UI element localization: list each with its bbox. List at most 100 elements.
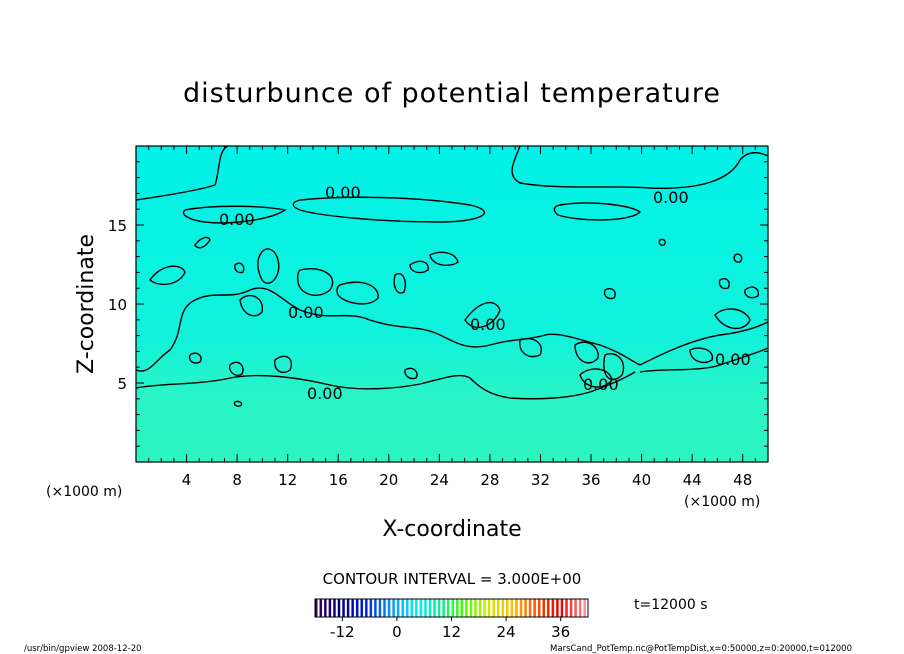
colorbar-cell: [383, 599, 386, 617]
colorbar-cell: [346, 599, 350, 617]
contour-interval: CONTOUR INTERVAL = 3.000E+00: [323, 570, 582, 588]
contour-line-lower-right: [639, 347, 768, 373]
x-axis-unit: (×1000 m): [684, 494, 760, 510]
x-tick-label: 40: [632, 471, 651, 489]
contour-label: 0.00: [653, 188, 689, 207]
colorbar-tick-label: 36: [551, 623, 570, 641]
colorbar-cell: [415, 599, 418, 617]
x-tick-label: 32: [531, 471, 550, 489]
colorbar-cell: [492, 599, 495, 617]
colorbar-cell: [460, 599, 464, 617]
colorbar-cell: [542, 599, 546, 617]
colorbar-cell: [510, 599, 514, 617]
colorbar-ticks: -12 0 12 24 36: [330, 617, 570, 641]
colorbar-cell: [387, 599, 391, 617]
x-tick-label: 12: [278, 471, 297, 489]
colorbar-cell: [574, 599, 577, 617]
colorbar-cell: [428, 599, 432, 617]
contour-label: 0.00: [288, 303, 324, 322]
colorbar-cell: [406, 599, 409, 617]
colorbar-cell: [478, 599, 482, 617]
colorbar-cell: [333, 599, 336, 617]
footer-right: MarsCand_PotTemp.nc@PotTempDist,x=0:5000…: [550, 644, 852, 654]
y-axis-label: Z-coordinate: [74, 234, 99, 374]
colorbar-cell: [369, 599, 373, 617]
colorbar-cell: [433, 599, 436, 617]
x-tick-label: 8: [232, 471, 242, 489]
colorbar-cell: [528, 599, 532, 617]
colorbar-cell: [315, 599, 318, 617]
colorbar-cell: [342, 599, 345, 617]
colorbar-cell: [337, 599, 341, 617]
colorbar-cell: [560, 599, 564, 617]
colorbar-cell: [474, 599, 477, 617]
colorbar-cell: [556, 599, 559, 617]
colorbar-cell: [410, 599, 414, 617]
colorbar-cell: [437, 599, 441, 617]
colorbar-cell: [360, 599, 364, 617]
colorbar-cell: [515, 599, 518, 617]
colorbar-cell: [501, 599, 505, 617]
y-tick-label: 10: [108, 296, 127, 314]
colorbar-cell: [483, 599, 486, 617]
y-tick-label: 15: [108, 217, 127, 235]
colorbar-cell: [392, 599, 395, 617]
colorbar-tick-label: 0: [392, 623, 402, 641]
colorbar-cell: [565, 599, 568, 617]
x-tick-label: 48: [733, 471, 752, 489]
colorbar-cell: [506, 599, 509, 617]
colorbar-cell: [551, 599, 555, 617]
contour-line-top-right: [511, 146, 768, 189]
contour-label: 0.00: [715, 350, 751, 369]
colorbar-cell: [446, 599, 450, 617]
contour-label: 0.00: [325, 183, 361, 202]
y-axis-unit: (×1000 m): [46, 484, 122, 500]
colorbar-cell: [465, 599, 468, 617]
colorbar-cell: [419, 599, 423, 617]
x-tick-label: 20: [379, 471, 398, 489]
colorbar-tick-label: -12: [330, 623, 355, 641]
colorbar-cell: [401, 599, 404, 617]
contour-label: 0.00: [219, 210, 255, 229]
colorbar-cell: [396, 599, 400, 617]
colorbar-cell: [524, 599, 527, 617]
x-axis: 4 8 12 16 20 24 28 32 36 40 44 48: [148, 146, 756, 489]
contour-label: 0.00: [307, 384, 343, 403]
colorbar-cell: [497, 599, 500, 617]
contour-line-main: [136, 287, 768, 372]
colorbar-cell: [424, 599, 427, 617]
colorbar-cell: [583, 599, 586, 617]
x-tick-label: 28: [480, 471, 499, 489]
colorbar-cell: [451, 599, 455, 617]
colorbar-cell: [319, 599, 323, 617]
footer-left: /usr/bin/gpview 2008-12-20: [24, 644, 142, 654]
x-tick-label: 24: [430, 471, 449, 489]
x-tick-label: 44: [683, 471, 702, 489]
colorbar-cell: [374, 599, 377, 617]
colorbar-cell: [442, 599, 445, 617]
contour-line-top: [136, 146, 229, 201]
colorbar-cell: [533, 599, 536, 617]
colorbar-cell: [355, 599, 359, 617]
contour-label: 0.00: [583, 375, 619, 394]
y-tick-label: 5: [117, 375, 127, 393]
colorbar-cell: [456, 599, 459, 617]
contour-lines: [136, 146, 768, 407]
x-tick-label: 4: [182, 471, 192, 489]
colorbar-cell: [324, 599, 327, 617]
x-tick-label: 36: [581, 471, 600, 489]
colorbar-tick-label: 24: [497, 623, 516, 641]
colorbar-cell: [569, 599, 573, 617]
time-label: t=12000 s: [634, 597, 708, 613]
colorbar-cell: [547, 599, 550, 617]
colorbar: [315, 599, 586, 617]
colorbar-cell: [328, 599, 332, 617]
contour-line-lower: [136, 371, 636, 400]
contour-line-upper-right-loop: [553, 202, 642, 221]
contour-line-upper-band: [292, 196, 486, 223]
colorbar-cell: [351, 599, 354, 617]
x-tick-label: 16: [329, 471, 348, 489]
colorbar-cell: [365, 599, 368, 617]
colorbar-cell: [578, 599, 582, 617]
